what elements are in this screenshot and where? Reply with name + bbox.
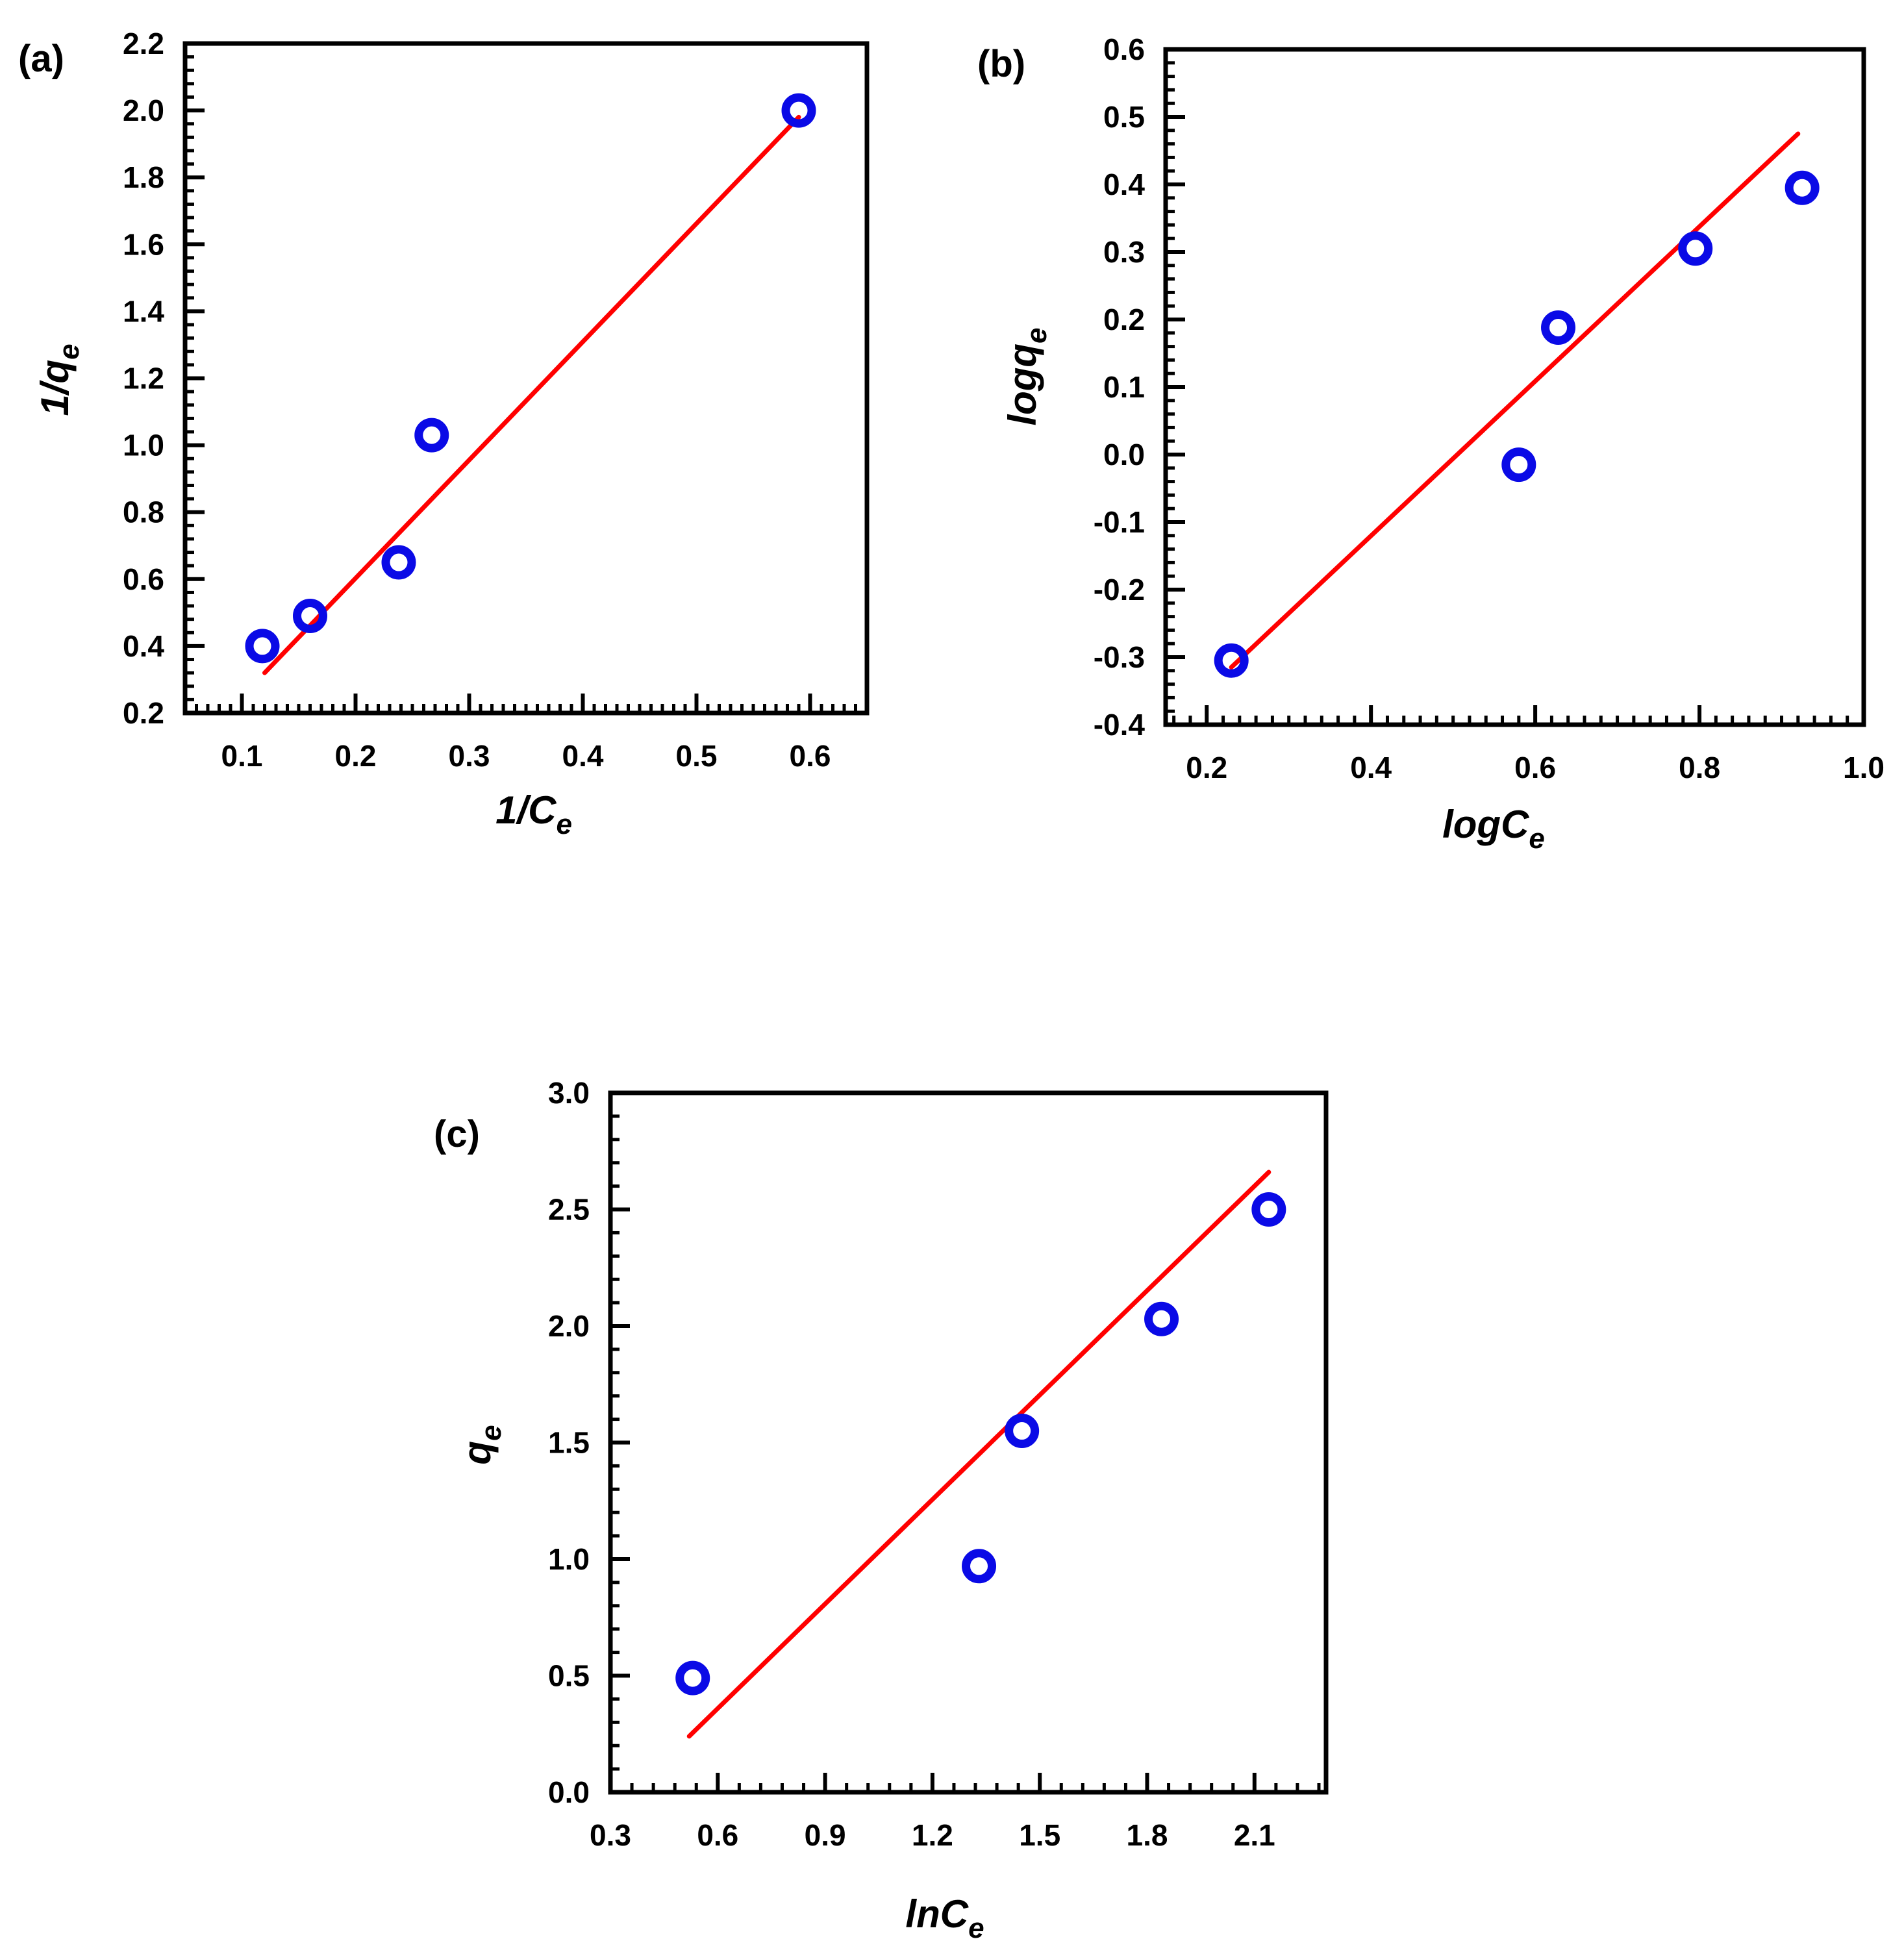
- y-tick-label: 0.2: [1103, 303, 1145, 336]
- y-tick-label: -0.4: [1094, 708, 1146, 742]
- x-tick-label: 0.2: [335, 739, 377, 773]
- x-tick-label: 0.8: [1679, 751, 1720, 784]
- data-point-a: [245, 629, 280, 664]
- y-tick-label: 1.2: [123, 362, 164, 395]
- x-tick-label: 2.1: [1234, 1818, 1275, 1852]
- x-tick-label: 1.5: [1019, 1818, 1060, 1852]
- y-axis-title-subscript: e: [475, 1425, 507, 1440]
- y-tick-label: 0.0: [548, 1775, 590, 1809]
- y-tick-label: 0.6: [123, 562, 164, 596]
- data-point-a: [381, 545, 416, 580]
- data-point-b: [1501, 447, 1536, 482]
- x-tick-label: 0.3: [449, 739, 490, 773]
- fit-line-b: [1229, 131, 1801, 670]
- panel-c: (c) 0.3 0.6 0.9 1.2 1.5 1.8 2.1 0.0 0.5 1.0 1.5 2.0 2…: [434, 1076, 1329, 1939]
- y-tick-label: 1.5: [548, 1426, 590, 1460]
- y-tick-label: 0.2: [123, 696, 164, 730]
- y-tick-label: 2.2: [123, 27, 164, 60]
- data-point-a: [781, 93, 816, 128]
- data-point-b: [1785, 170, 1820, 205]
- x-tick-label: 1.8: [1127, 1818, 1168, 1852]
- x-tick-label: 0.6: [1514, 751, 1556, 784]
- y-tick-label: -0.2: [1094, 573, 1145, 607]
- y-tick-label: -0.1: [1094, 505, 1145, 539]
- data-point-b: [1214, 643, 1249, 678]
- panel-label-a: (a): [18, 38, 64, 80]
- panel-label-c: (c): [434, 1113, 480, 1155]
- data-point-a: [293, 599, 327, 634]
- data-point-c: [1251, 1192, 1286, 1227]
- x-axis-title-subscript: e: [1529, 823, 1544, 855]
- y-axis-title-subscript: e: [53, 344, 85, 359]
- x-axis-title-subscript: e: [556, 808, 571, 840]
- x-tick-label: 0.4: [1350, 751, 1392, 784]
- y-tick-label: 0.5: [548, 1659, 590, 1693]
- y-tick-label: 1.0: [123, 429, 164, 462]
- y-tick-label: 0.8: [123, 495, 164, 529]
- data-point-c: [1005, 1414, 1040, 1449]
- x-tick-label: 0.9: [805, 1818, 846, 1852]
- y-tick-label: 2.0: [548, 1309, 590, 1343]
- y-tick-label: 0.0: [1103, 438, 1145, 471]
- data-point-c: [962, 1549, 997, 1584]
- data-point-b: [1678, 231, 1713, 266]
- y-tick-label: 1.8: [123, 160, 164, 194]
- y-tick-label: 2.5: [548, 1193, 590, 1227]
- y-tick-label: 3.0: [548, 1076, 590, 1110]
- x-tick-label: 0.5: [676, 739, 718, 773]
- y-tick-label: 0.4: [1103, 168, 1145, 201]
- x-tick-label: 1.2: [912, 1818, 953, 1852]
- fit-line-c: [686, 1170, 1271, 1739]
- data-point-b: [1541, 310, 1576, 345]
- x-tick-label: 0.3: [590, 1818, 631, 1852]
- x-tick-label: 0.2: [1186, 751, 1227, 784]
- x-axis-title-b: logCe: [1442, 803, 1545, 855]
- x-tick-label: 0.4: [562, 739, 604, 773]
- panel-a: (a) 0.1 0.2 0.3 0.4 0.5 0.6 0.2 0.4 0.6 0.8 1.0 1.2 1…: [18, 27, 870, 840]
- y-tick-label: 0.1: [1103, 370, 1145, 404]
- fit-line-a: [262, 114, 801, 675]
- data-point-a: [414, 418, 449, 453]
- panel-b: (b) 0.2 0.4 0.6 0.8 1.0 -0.4 -0.3 -0.2 -0.1 0.0 0.1…: [977, 32, 1885, 855]
- y-tick-label: 1.4: [123, 294, 164, 328]
- y-tick-label: 0.4: [123, 629, 164, 663]
- x-tick-label: 0.6: [697, 1818, 738, 1852]
- data-point-c: [1144, 1301, 1179, 1336]
- x-tick-label: 0.1: [221, 739, 263, 773]
- x-axis-title-subscript: e: [968, 1912, 984, 1939]
- y-axis-title-b: logqe: [1001, 327, 1053, 425]
- y-tick-label: -0.3: [1094, 640, 1145, 674]
- panel-label-b: (b): [977, 43, 1025, 85]
- y-axis-title-subscript: e: [1021, 327, 1053, 343]
- y-tick-label: 2.0: [123, 94, 164, 127]
- y-tick-label: 1.0: [548, 1542, 590, 1576]
- y-tick-label: 0.5: [1103, 100, 1145, 134]
- y-tick-label: 0.6: [1103, 32, 1145, 66]
- y-tick-label: 0.3: [1103, 235, 1145, 269]
- x-tick-label: 0.6: [790, 739, 831, 773]
- data-point-c: [675, 1660, 710, 1695]
- x-tick-label: 1.0: [1843, 751, 1885, 784]
- y-tick-label: 1.6: [123, 227, 164, 261]
